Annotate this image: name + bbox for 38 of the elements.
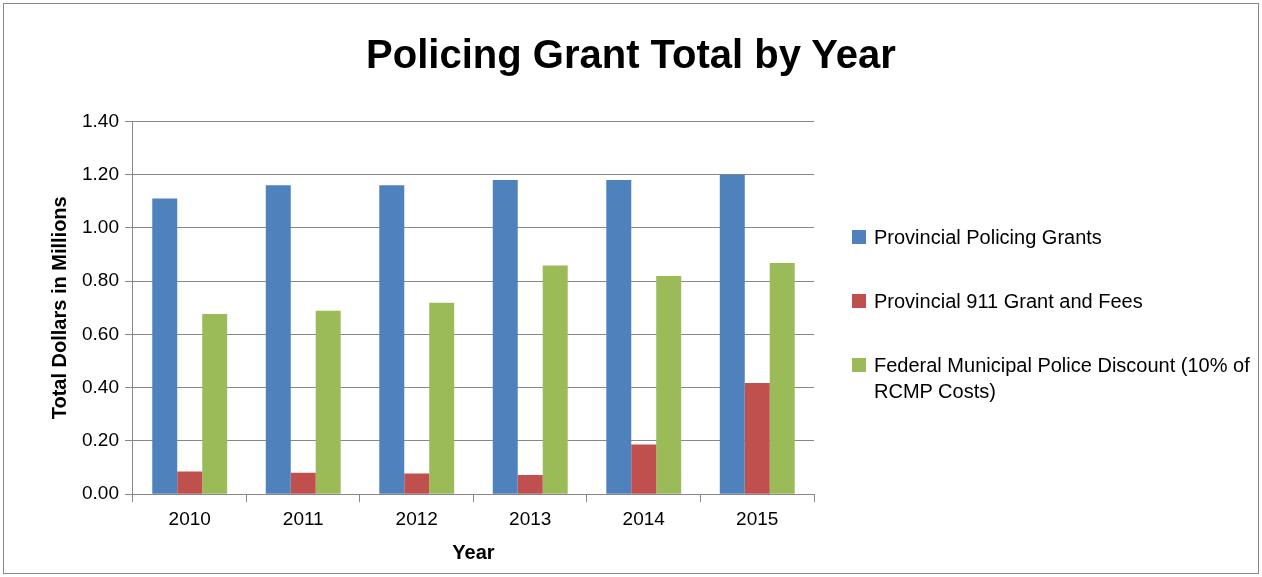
y-tick-label: 0.80 — [82, 269, 119, 291]
bar — [152, 198, 178, 494]
y-tick-label: 0.00 — [82, 482, 119, 504]
bar — [202, 313, 228, 494]
bar — [744, 382, 770, 494]
y-tick-label: 1.00 — [82, 216, 119, 238]
x-tick-label: 2010 — [168, 507, 211, 529]
legend-label: Provincial 911 Grant and Fees — [874, 289, 1143, 314]
bar — [265, 185, 291, 494]
bar — [656, 276, 682, 494]
bar — [719, 174, 745, 494]
bar — [631, 444, 657, 494]
bar — [517, 475, 543, 494]
x-tick-label: 2011 — [282, 507, 324, 529]
x-axis-title: Year — [452, 540, 495, 563]
y-axis-title: Total Dollars in Millions — [47, 196, 70, 420]
bar — [492, 179, 518, 494]
bar — [542, 265, 568, 494]
bar — [177, 471, 203, 494]
legend-label: Provincial Policing Grants — [874, 225, 1102, 250]
x-tick-label: 2012 — [395, 507, 438, 529]
bar — [606, 179, 632, 494]
y-tick-label: 0.40 — [82, 375, 119, 397]
bar — [404, 473, 430, 494]
bar — [429, 302, 455, 494]
x-tick-label: 2015 — [736, 507, 779, 529]
chart-title: Policing Grant Total by Year — [365, 32, 897, 77]
legend-label: Federal Municipal Police Discount (10% of RCMP Costs) — [874, 353, 1251, 404]
bar — [290, 472, 316, 494]
x-tick-label: 2013 — [509, 507, 552, 529]
y-tick-label: 1.20 — [82, 162, 119, 184]
y-tick-label: 0.60 — [82, 322, 119, 344]
bar — [379, 185, 405, 494]
y-tick-label: 0.20 — [82, 429, 119, 451]
bar — [769, 263, 795, 494]
y-tick-label: 1.40 — [82, 109, 119, 131]
bar — [315, 310, 341, 494]
x-tick-label: 2014 — [622, 507, 666, 529]
